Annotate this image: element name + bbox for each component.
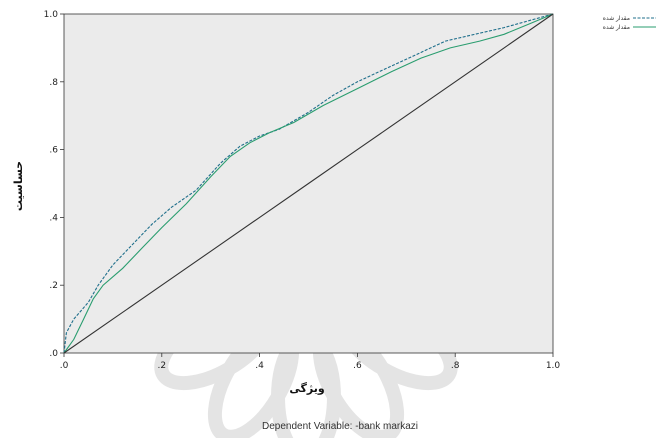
axes-layer: .0.0 .2 .2 .4 .4 .6 .6 .8 .8 1.0 1.0 <box>44 10 561 371</box>
y-tick-label: .4 <box>49 213 58 223</box>
x-tick-label: .6 <box>353 361 362 371</box>
series-line-1 <box>63 13 554 354</box>
y-tick-label: .6 <box>49 146 58 156</box>
x-tick-label: .0 <box>60 361 69 371</box>
dependent-variable-note: Dependent Variable: -bank markazi <box>262 421 418 432</box>
y-tick-label: .8 <box>49 78 58 88</box>
legend-label: مقدار شده <box>603 24 630 31</box>
legend-label: مقدار شده <box>603 15 630 22</box>
series-line-0 <box>63 13 554 354</box>
series-line-2 <box>63 13 554 354</box>
x-tick-label: .4 <box>255 361 264 371</box>
y-tick-label: .2 <box>49 281 58 291</box>
y-axis-title: حساسیت <box>12 161 25 211</box>
x-tick-label: .8 <box>451 361 460 371</box>
x-tick-label: .2 <box>158 361 167 371</box>
y-tick-label: .0 <box>49 349 58 359</box>
legend: مقدار شده مقدار شده <box>603 15 656 31</box>
x-tick-label: 1.0 <box>546 361 561 371</box>
series-layer <box>63 13 554 354</box>
y-tick-label: 1.0 <box>44 10 59 20</box>
x-axis-title: ویژگی <box>289 382 324 395</box>
